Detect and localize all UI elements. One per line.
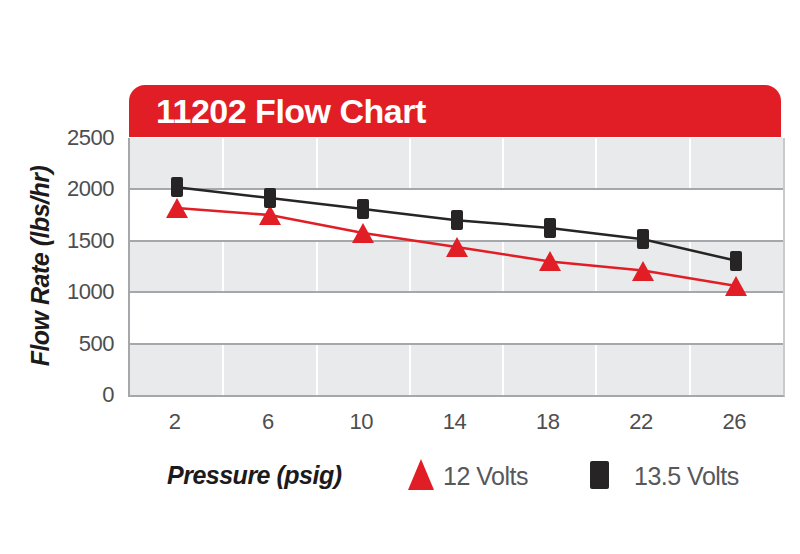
data-point-square [451,210,463,230]
x-tick-label: 22 [629,409,652,435]
data-point-square [171,177,183,197]
x-tick-label: 10 [349,409,372,435]
data-point-triangle [539,251,561,271]
legend-label-13-5-volts: 13.5 Volts [634,462,739,491]
data-point-triangle [725,276,747,296]
x-axis-title: Pressure (psig) [167,461,342,490]
data-point-square [264,188,276,208]
data-point-square [544,218,556,238]
data-point-triangle [166,198,188,218]
flow-chart-figure: 11202 Flow Chart Flow Rate (lbs/hr) 0 500… [0,0,800,554]
y-axis-title: Flow Rate (lbs/hr) [26,166,55,367]
chart-title: 11202 Flow Chart [129,92,426,131]
y-tick-label: 500 [79,331,114,357]
y-tick-label: 1500 [67,228,114,254]
x-tick-label: 18 [536,409,559,435]
y-tick-label: 0 [102,382,114,408]
data-point-square [357,199,369,219]
chart-title-banner: 11202 Flow Chart [129,85,781,137]
data-point-triangle [259,205,281,225]
data-point-triangle [446,237,468,257]
legend-square-icon [590,461,609,489]
y-tick-label: 1000 [67,279,114,305]
legend-triangle-icon [408,459,434,490]
y-tick-label: 2500 [67,125,114,151]
series-lines [130,138,783,395]
data-point-square [730,251,742,271]
plot-area [128,138,785,397]
data-point-square [637,229,649,249]
y-tick-label: 2000 [67,176,114,202]
legend-label-12-volts: 12 Volts [443,462,528,491]
x-tick-label: 2 [169,409,181,435]
data-point-triangle [352,223,374,243]
x-tick-label: 14 [443,409,466,435]
x-tick-label: 6 [262,409,274,435]
x-tick-label: 26 [723,409,746,435]
data-point-triangle [632,261,654,281]
